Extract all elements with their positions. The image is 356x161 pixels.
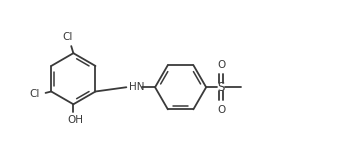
- Text: Cl: Cl: [29, 89, 40, 99]
- Text: OH: OH: [67, 115, 83, 125]
- Text: S: S: [218, 81, 225, 94]
- Text: HN: HN: [129, 82, 145, 92]
- Text: O: O: [217, 105, 225, 115]
- Text: O: O: [217, 60, 225, 70]
- Text: Cl: Cl: [63, 32, 73, 42]
